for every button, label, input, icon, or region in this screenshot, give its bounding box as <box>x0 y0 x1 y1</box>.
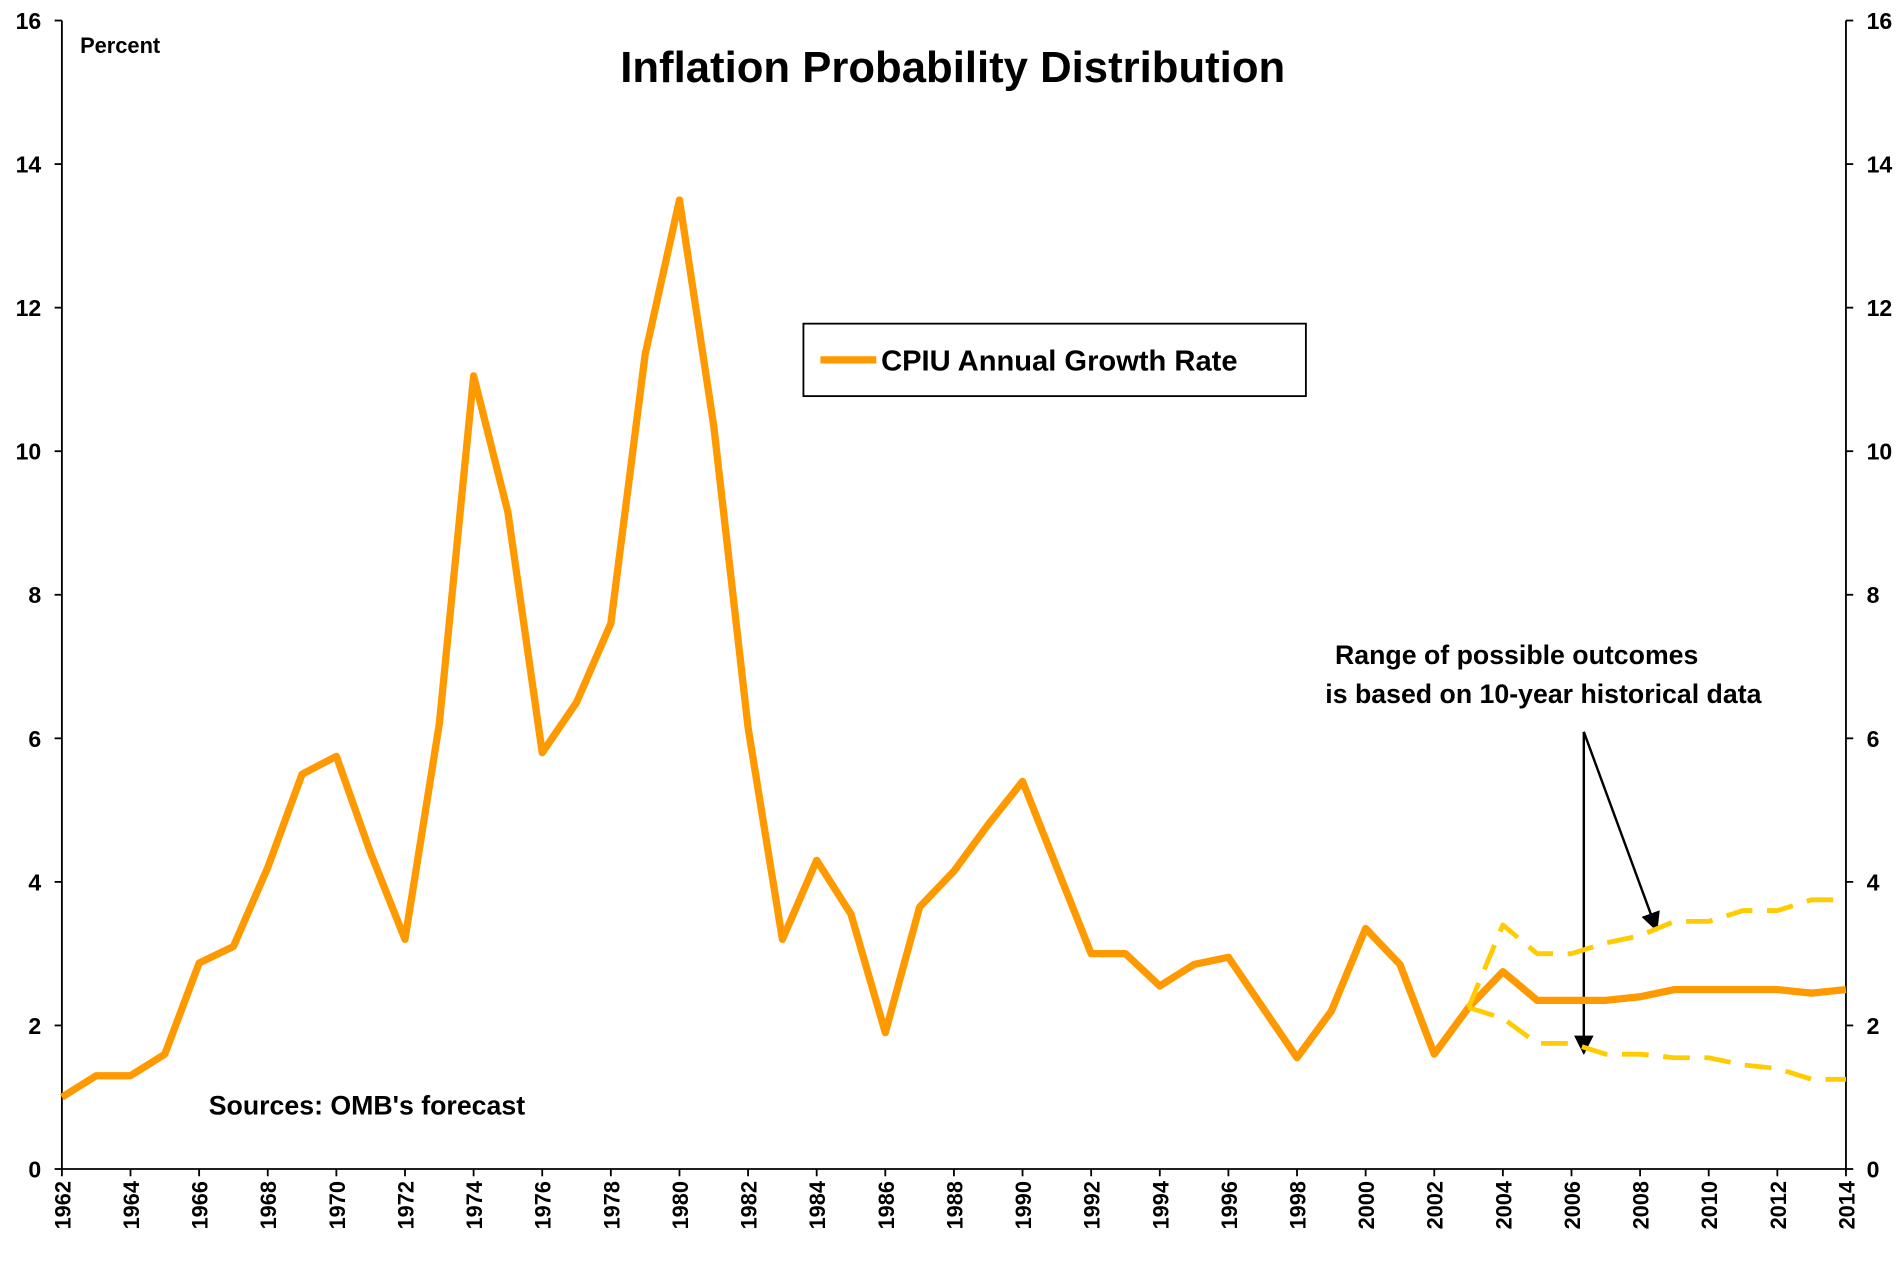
x-tick-label: 1988 <box>942 1181 967 1229</box>
x-tick-label: 1994 <box>1148 1181 1173 1229</box>
legend-box <box>802 322 1307 398</box>
x-tick-label: 1986 <box>874 1181 899 1229</box>
band-line <box>1467 1005 1846 1082</box>
x-tick-label: 1976 <box>531 1181 556 1229</box>
legend: CPIU Annual Growth Rate <box>802 322 1307 398</box>
y-tick-label: 12 <box>16 295 42 321</box>
y2-tick-label: 0 <box>1867 1157 1880 1183</box>
arrow <box>1582 731 1660 932</box>
x-tick-label: 1992 <box>1080 1181 1105 1229</box>
x-tick-label: 2000 <box>1354 1181 1379 1229</box>
x-tick-label: 1998 <box>1285 1181 1310 1229</box>
data-line <box>59 196 1847 1101</box>
x-tick-label: 2002 <box>1423 1181 1448 1229</box>
y2-tick-label: 2 <box>1867 1013 1880 1039</box>
x-tick-label: 1970 <box>325 1181 350 1229</box>
x-tick-label: 1966 <box>188 1181 213 1229</box>
legend-label: CPIU Annual Growth Rate <box>881 346 1237 378</box>
y-tick-label: 6 <box>28 726 41 752</box>
x-tick-label: 1982 <box>737 1181 762 1229</box>
x-tick-label: 2010 <box>1697 1181 1722 1229</box>
x-tick-label: 1972 <box>393 1181 418 1229</box>
band-line <box>1466 897 1846 1009</box>
x-tick-label: 2006 <box>1560 1181 1585 1229</box>
y-tick-label: 8 <box>28 582 41 608</box>
y-tick-label: 14 <box>16 152 42 178</box>
y2-tick-label: 8 <box>1867 582 1880 608</box>
x-tick-label: 1980 <box>668 1181 693 1229</box>
y2-tick-label: 12 <box>1867 295 1893 321</box>
y-tick-label: 16 <box>16 8 42 34</box>
y2-tick-label: 16 <box>1867 8 1893 34</box>
x-tick-label: 1984 <box>805 1181 830 1229</box>
annotation: is based on 10-year historical data <box>1325 679 1761 709</box>
x-tick-label: 1962 <box>50 1181 75 1229</box>
y-tick-label: 2 <box>28 1013 41 1039</box>
x-tick-label: 1996 <box>1217 1181 1242 1229</box>
y-axis-label: Percent <box>80 33 160 58</box>
x-tick-label: 2008 <box>1629 1181 1654 1229</box>
x-tick-label: 2014 <box>1834 1181 1859 1229</box>
x-tick-label: 1974 <box>462 1181 487 1229</box>
y2-tick-label: 10 <box>1867 439 1893 465</box>
y2-tick-label: 4 <box>1867 869 1880 895</box>
y-tick-label: 4 <box>28 869 41 895</box>
y-tick-label: 0 <box>28 1157 41 1183</box>
annotation: Range of possible outcomes <box>1335 640 1698 670</box>
x-tick-label: 1964 <box>119 1181 144 1229</box>
y2-tick-label: 6 <box>1867 726 1880 752</box>
x-tick-label: 1978 <box>599 1181 624 1229</box>
x-tick-label: 1990 <box>1011 1181 1036 1229</box>
annotation: Sources: OMB's forecast <box>209 1091 525 1121</box>
x-tick-label: 2004 <box>1491 1181 1516 1229</box>
x-tick-label: 1968 <box>256 1181 281 1229</box>
chart-title: Inflation Probability Distribution <box>620 44 1285 92</box>
y2-tick-label: 14 <box>1867 152 1893 178</box>
x-tick-label: 2012 <box>1766 1181 1791 1229</box>
y-tick-label: 10 <box>16 439 42 465</box>
